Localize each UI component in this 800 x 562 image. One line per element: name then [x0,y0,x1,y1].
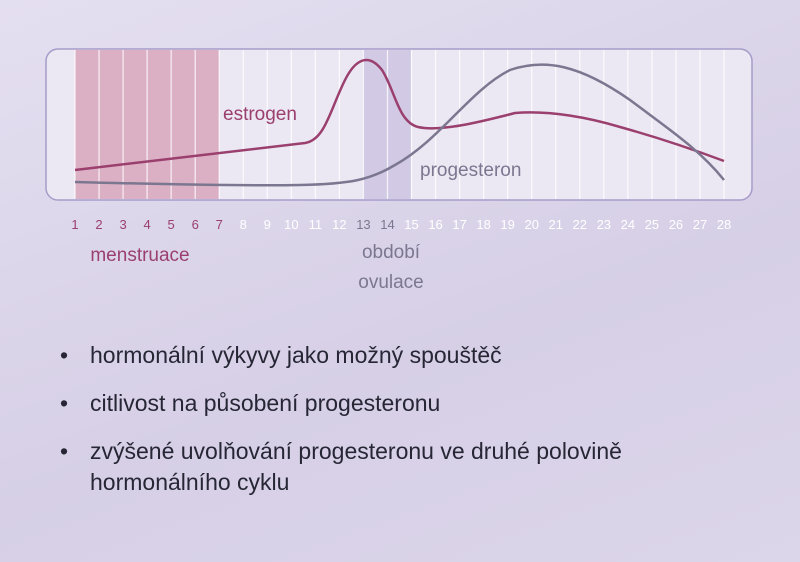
day-label: 21 [549,217,563,232]
day-label: 12 [332,217,346,232]
bullet-list: hormonální výkyvy jako možný spouštěč cit… [58,340,708,515]
cycle-chart: estrogen progesteron 1 2 3 4 5 6 7 8 9 10 11 12 13 14… [45,48,753,293]
day-label: 28 [717,217,731,232]
day-label: 11 [309,217,323,232]
day-label: 20 [524,217,538,232]
progesteron-curve [74,63,725,187]
day-label: 17 [452,217,466,232]
day-label: 25 [645,217,659,232]
day-label: 5 [168,217,175,232]
day-label: 1 [71,217,78,232]
estrogen-curve [74,58,725,172]
day-label: 3 [119,217,126,232]
day-label: 16 [428,217,442,232]
day-label: 10 [284,217,298,232]
day-label: 9 [264,217,271,232]
estrogen-label: estrogen [223,104,297,125]
day-label: 2 [95,217,102,232]
bullet-item: hormonální výkyvy jako možný spouštěč [58,340,708,371]
ovulation-label: ovulace [358,272,424,293]
progesteron-label: progesteron [420,160,521,181]
ovulation-label: období [362,242,421,263]
day-label: 23 [597,217,611,232]
day-label: 14 [380,217,394,232]
day-label: 6 [192,217,199,232]
day-label: 22 [573,217,587,232]
day-label: 13 [356,217,370,232]
bullet-item: citlivost na působení progesteronu [58,388,708,419]
bullet-item: zvýšené uvolňování progesteronu ve druhé… [58,436,708,498]
menstruation-label: menstruace [90,245,189,266]
day-label: 19 [500,217,514,232]
day-label: 24 [621,217,635,232]
day-label: 26 [669,217,683,232]
day-label: 18 [476,217,490,232]
day-label: 8 [240,217,247,232]
day-label: 27 [693,217,707,232]
day-label: 7 [216,217,223,232]
day-label: 4 [143,217,150,232]
day-label: 15 [404,217,418,232]
